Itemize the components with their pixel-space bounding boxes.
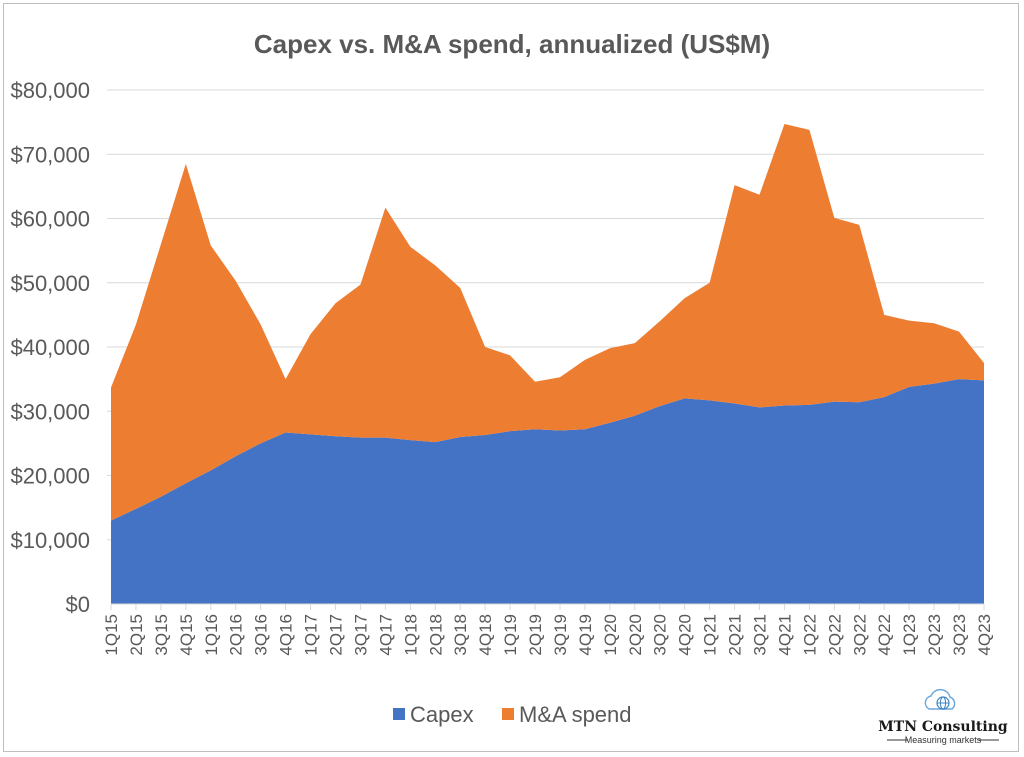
x-tick-label: 3Q16 bbox=[252, 614, 271, 656]
y-tick-label: $0 bbox=[66, 592, 90, 617]
globe-cloud-icon bbox=[924, 688, 956, 710]
x-tick-label: 2Q17 bbox=[326, 614, 345, 656]
logo-name: MTN Consulting bbox=[878, 719, 1008, 735]
x-tick-label: 1Q18 bbox=[401, 614, 420, 656]
x-tick-label: 4Q20 bbox=[676, 614, 695, 656]
x-tick-label: 2Q22 bbox=[825, 614, 844, 656]
x-tick-label: 4Q16 bbox=[277, 614, 296, 656]
x-tick-label: 3Q15 bbox=[152, 614, 171, 656]
logo-tagline: Measuring markets bbox=[905, 735, 982, 745]
x-tick-label: 1Q20 bbox=[601, 614, 620, 656]
x-tick-label: 2Q20 bbox=[626, 614, 645, 656]
x-tick-label: 2Q18 bbox=[426, 614, 445, 656]
x-tick-label: 3Q18 bbox=[451, 614, 470, 656]
x-tick-label: 2Q21 bbox=[726, 614, 745, 656]
legend-swatch bbox=[393, 708, 405, 720]
y-tick-label: $60,000 bbox=[10, 207, 90, 232]
legend-label: Capex bbox=[410, 702, 474, 727]
legend: Capex M&A spend bbox=[393, 702, 632, 727]
plot-areas bbox=[111, 124, 984, 604]
chart-title: Capex vs. M&A spend, annualized (US$M) bbox=[254, 29, 770, 59]
y-tick-label: $80,000 bbox=[10, 78, 90, 103]
x-tick-label: 1Q15 bbox=[102, 614, 121, 656]
x-tick-label: 4Q21 bbox=[775, 614, 794, 656]
y-tick-label: $50,000 bbox=[10, 271, 90, 296]
x-axis-ticks: 1Q15 2Q15 3Q15 4Q15 1Q16 2Q16 3Q16 4Q16 1Q17 2Q17… bbox=[102, 604, 994, 656]
y-tick-label: $70,000 bbox=[10, 142, 90, 167]
x-tick-label: 1Q16 bbox=[202, 614, 221, 656]
area-m-a-spend bbox=[111, 124, 984, 521]
x-tick-label: 1Q19 bbox=[501, 614, 520, 656]
x-tick-label: 2Q23 bbox=[925, 614, 944, 656]
x-tick-label: 4Q19 bbox=[576, 614, 595, 656]
x-tick-label: 1Q22 bbox=[800, 614, 819, 656]
x-tick-label: 1Q23 bbox=[900, 614, 919, 656]
x-tick-label: 2Q19 bbox=[526, 614, 545, 656]
x-tick-label: 3Q17 bbox=[351, 614, 370, 656]
x-tick-label: 2Q15 bbox=[127, 614, 146, 656]
x-tick-label: 4Q22 bbox=[875, 614, 894, 656]
y-tick-label: $20,000 bbox=[10, 464, 90, 489]
x-tick-label: 3Q21 bbox=[751, 614, 770, 656]
x-tick-label: 4Q23 bbox=[975, 614, 994, 656]
area-capex bbox=[111, 379, 984, 604]
x-tick-label: 2Q16 bbox=[227, 614, 246, 656]
x-tick-label: 1Q17 bbox=[302, 614, 321, 656]
legend-swatch bbox=[502, 708, 514, 720]
mtn-logo: MTN Consulting Measuring markets bbox=[878, 688, 1008, 745]
y-tick-label: $40,000 bbox=[10, 335, 90, 360]
x-tick-label: 3Q23 bbox=[950, 614, 969, 656]
x-tick-label: 4Q18 bbox=[476, 614, 495, 656]
x-tick-label: 3Q22 bbox=[850, 614, 869, 656]
x-tick-label: 1Q21 bbox=[701, 614, 720, 656]
x-tick-label: 4Q15 bbox=[177, 614, 196, 656]
x-tick-label: 3Q19 bbox=[551, 614, 570, 656]
y-tick-label: $30,000 bbox=[10, 399, 90, 424]
y-axis-ticks: $0 $10,000 $20,000 $30,000 $40,000 $50,000 $60… bbox=[10, 78, 90, 617]
x-tick-label: 4Q17 bbox=[376, 614, 395, 656]
y-tick-label: $10,000 bbox=[10, 528, 90, 553]
x-tick-label: 3Q20 bbox=[651, 614, 670, 656]
legend-label: M&A spend bbox=[519, 702, 632, 727]
